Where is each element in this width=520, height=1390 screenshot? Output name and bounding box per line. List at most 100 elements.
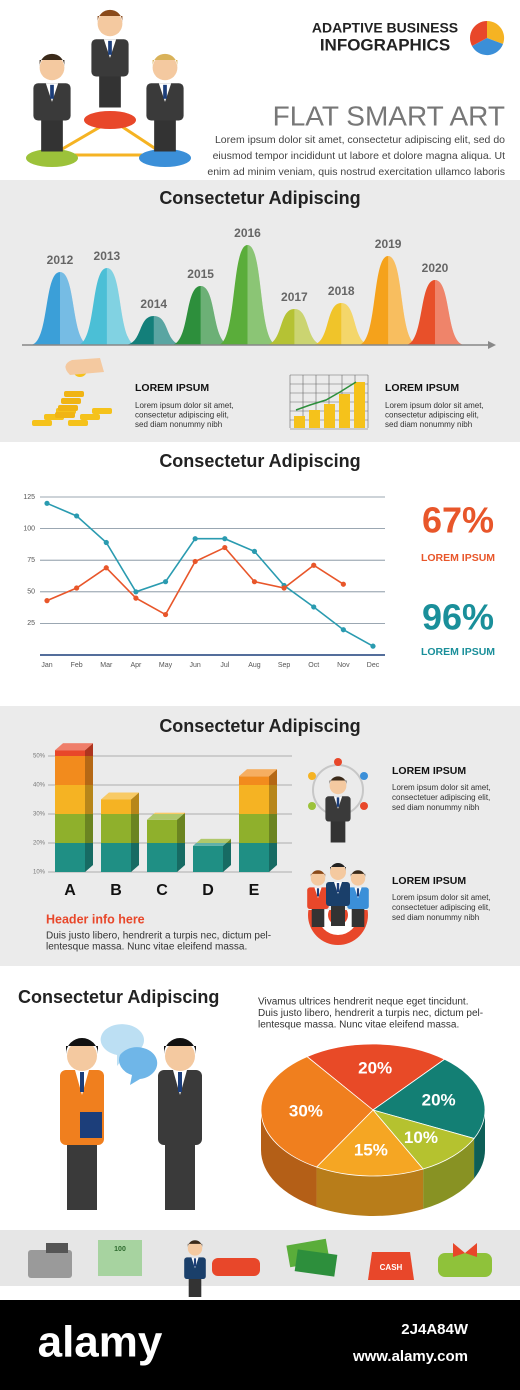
logo-slice xyxy=(470,21,487,46)
block-text: sed diam nonummy nibh xyxy=(385,420,472,429)
chart-title: Consectetur Adipiscing xyxy=(159,188,360,208)
bell-bar xyxy=(405,280,465,345)
subtitle: FLAT SMART ART xyxy=(273,100,505,131)
icon-register-screen xyxy=(46,1243,68,1253)
bell-shade xyxy=(388,256,419,345)
bar-side-shade xyxy=(85,743,93,872)
x-tick-label: Oct xyxy=(308,662,319,669)
stat-label: LOREM IPSUM xyxy=(421,552,495,564)
watermark-id: 2J4A84W xyxy=(401,1321,469,1338)
block-heading: LOREM IPSUM xyxy=(385,382,459,394)
person-head xyxy=(187,1241,203,1256)
block-text: consectetur adipiscing elit, xyxy=(385,411,479,420)
person-head xyxy=(39,55,65,81)
point xyxy=(44,598,50,604)
person-body xyxy=(33,83,71,121)
bell-label: 2012 xyxy=(47,253,74,267)
pie-label: 30% xyxy=(289,1102,323,1121)
icon-car xyxy=(438,1253,492,1277)
pedestal xyxy=(139,149,191,167)
x-tick-label: D xyxy=(202,882,214,899)
x-tick-label: A xyxy=(64,882,76,899)
bar-top-shade xyxy=(239,769,277,777)
x-tick-label: Dec xyxy=(367,662,380,669)
logo-slice xyxy=(472,38,503,56)
point xyxy=(74,513,80,519)
coin xyxy=(92,408,112,414)
bell-bar xyxy=(170,286,231,345)
pie-label: 10% xyxy=(404,1128,438,1147)
bell-label: 2017 xyxy=(281,290,308,304)
info-header: Header info here xyxy=(46,912,145,926)
pie-slice xyxy=(315,1109,424,1177)
person-tie xyxy=(50,84,54,99)
header-text: Lorem ipsum dolor sit amet, consectetur … xyxy=(215,134,505,146)
y-tick-label: 25 xyxy=(27,620,35,627)
coin xyxy=(58,405,78,411)
person-tie xyxy=(316,888,320,897)
bar-side-shade xyxy=(177,812,185,872)
bell-label: 2018 xyxy=(328,284,355,298)
point xyxy=(192,536,198,542)
bar xyxy=(101,799,131,872)
x-tick-label: Aug xyxy=(248,662,261,669)
person-legs xyxy=(67,1140,97,1210)
paragraph: lentesque massa. Nunc vitae eleifend mas… xyxy=(258,1020,459,1031)
bell-shade xyxy=(106,268,137,345)
pie-label: 20% xyxy=(422,1091,456,1110)
bell-shade xyxy=(200,286,231,345)
icon-coinstack xyxy=(294,416,305,428)
bell-bar xyxy=(311,303,372,345)
icon-trend xyxy=(295,381,357,411)
person-legs xyxy=(311,905,325,927)
bell-bar xyxy=(30,272,90,345)
pedestal xyxy=(84,111,136,129)
point xyxy=(340,581,346,587)
point xyxy=(74,585,80,591)
person-hair xyxy=(152,53,178,67)
person-hair xyxy=(329,776,347,785)
point xyxy=(222,536,228,542)
pie-label: 15% xyxy=(354,1140,388,1159)
block-text: Lorem ipsum dolor sit amet, xyxy=(135,401,234,410)
stat-label: LOREM IPSUM xyxy=(421,646,495,658)
point xyxy=(370,643,376,649)
person-body xyxy=(158,1070,202,1145)
pie-slice xyxy=(371,1109,475,1170)
chart-title: Consectetur Adipiscing xyxy=(18,987,219,1007)
x-tick-label: C xyxy=(156,882,168,899)
bell-shade xyxy=(60,272,90,345)
x-tick-label: May xyxy=(159,662,173,669)
icon-money xyxy=(294,1249,338,1277)
point xyxy=(44,500,50,506)
person-tie xyxy=(163,84,167,99)
bell-label: 2020 xyxy=(422,261,449,275)
x-tick-label: Mar xyxy=(100,662,113,669)
person-hair xyxy=(164,1038,196,1054)
icon-car xyxy=(212,1258,260,1276)
person-head xyxy=(152,55,178,81)
person-tie xyxy=(356,888,360,897)
point xyxy=(340,627,346,633)
person-tie xyxy=(178,1072,182,1092)
point xyxy=(103,539,109,546)
x-tick-label: Apr xyxy=(130,662,142,669)
point xyxy=(133,595,139,601)
bar xyxy=(147,819,177,872)
x-tick-label: Jul xyxy=(220,662,229,669)
person-head xyxy=(67,1041,97,1071)
person-head xyxy=(350,871,366,886)
block-text: consectetur adipiscing elit, xyxy=(135,411,229,420)
person-hair xyxy=(97,9,123,23)
y-tick-label: 10% xyxy=(33,870,46,876)
bell-label: 2019 xyxy=(375,237,402,251)
speech-bubble xyxy=(118,1047,158,1085)
pedestal xyxy=(26,149,78,167)
bell-shade xyxy=(247,245,278,345)
info-text: Duis justo libero, hendrerit a turpis ne… xyxy=(46,931,271,942)
network-node xyxy=(334,758,342,766)
point xyxy=(222,544,228,551)
watermark-bar xyxy=(0,1300,520,1390)
person-head xyxy=(97,11,123,37)
